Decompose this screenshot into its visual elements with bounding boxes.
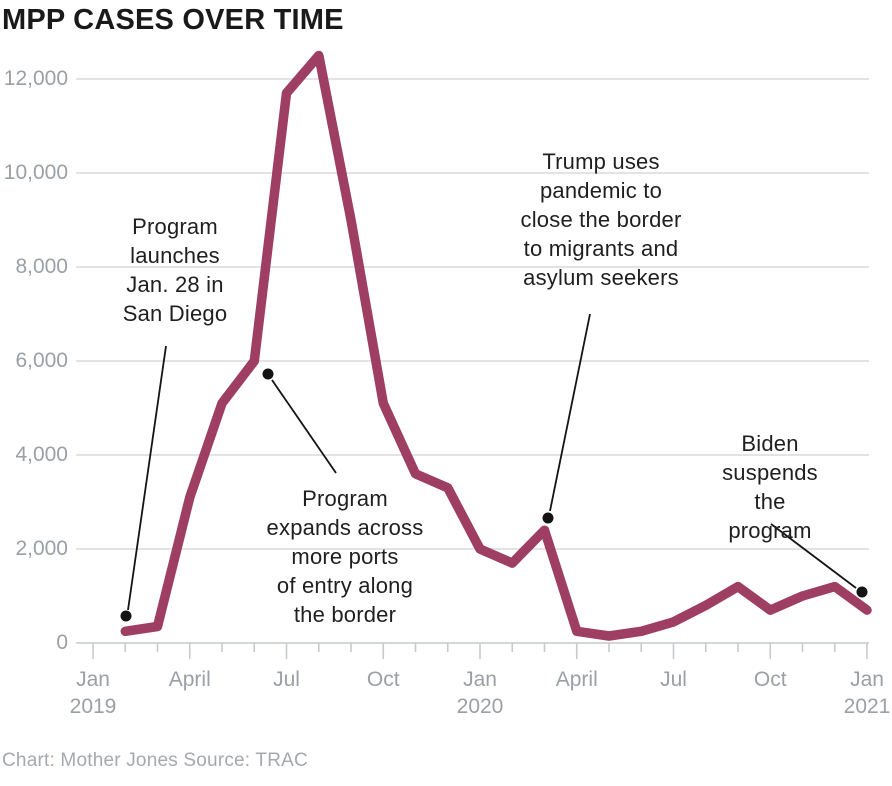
x-axis-tick-label: Oct xyxy=(366,668,400,691)
data-series xyxy=(120,50,872,641)
axis-ticks xyxy=(92,643,868,659)
x-axis-tick-label: Jul xyxy=(273,668,300,691)
annotation-leader-line xyxy=(549,313,591,512)
annotation-dot xyxy=(856,586,868,598)
x-axis-tick-label: Jul xyxy=(660,668,687,691)
y-axis-tick-label: 6,000 xyxy=(15,349,68,372)
chart-credit-source: Chart: Mother Jones Source: TRAC xyxy=(2,750,308,771)
annotation-dot xyxy=(542,512,554,524)
y-axis-tick-label: 2,000 xyxy=(15,537,68,560)
chart-title: MPP CASES OVER TIME xyxy=(2,4,344,36)
y-axis-tick-label: 0 xyxy=(56,631,68,654)
x-axis-tick-label: Jan 2021 xyxy=(843,668,891,718)
y-axis-tick-label: 10,000 xyxy=(3,161,68,184)
x-axis-tick-label: Jan 2019 xyxy=(69,668,117,718)
annotation-leader-line xyxy=(770,523,857,589)
annotation-dot xyxy=(262,368,274,380)
y-axis-tick-label: 8,000 xyxy=(15,255,68,278)
x-axis-tick-label: April xyxy=(555,668,598,691)
mpp-cases-line xyxy=(120,50,872,641)
x-axis-tick-label: April xyxy=(168,668,211,691)
annotation-leader-line xyxy=(127,345,167,611)
annotation-program-expands: Program expands across more ports of ent… xyxy=(266,486,424,627)
annotation-biden-suspends: Biden suspends the program xyxy=(722,431,818,543)
annotation-trump-pandemic: Trump uses pandemic to close the border … xyxy=(520,149,682,290)
annotation-leader-line xyxy=(271,379,337,474)
x-axis-tick-label: Jan 2020 xyxy=(456,668,504,718)
x-axis-tick-label: Oct xyxy=(753,668,787,691)
y-axis-tick-label: 12,000 xyxy=(3,67,68,90)
annotation-markers xyxy=(120,313,868,622)
gridlines xyxy=(76,78,869,644)
annotation-program-launches: Program launches Jan. 28 in San Diego xyxy=(122,214,228,326)
line-chart-canvas xyxy=(76,50,872,659)
annotation-dot xyxy=(120,610,132,622)
y-axis-tick-label: 4,000 xyxy=(15,443,68,466)
